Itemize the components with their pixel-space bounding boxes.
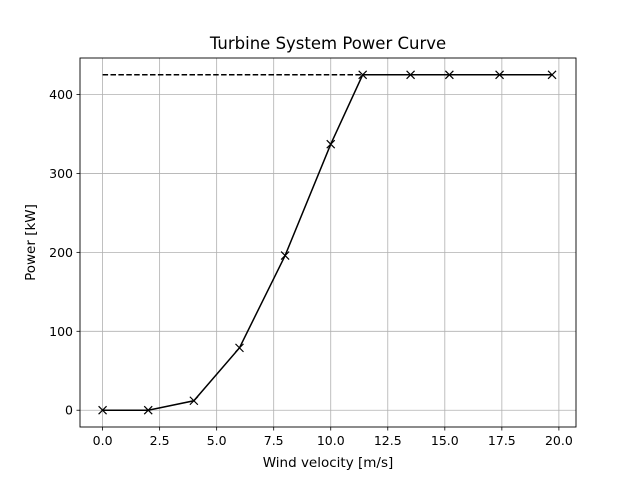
series-layer [98,70,557,415]
x-tick-label: 0.0 [93,433,113,448]
marker-stroke [547,70,557,80]
y-tick-label: 400 [49,87,73,102]
data-point-marker [235,343,244,353]
grid-lines [80,58,576,427]
data-point-marker [143,405,153,415]
y-tick-label: 200 [49,245,73,260]
marker-stroke [143,405,153,415]
marker-stroke [189,396,199,406]
y-tick-label: 0 [65,403,73,418]
plot-area-background [80,58,576,427]
data-point-marker [358,70,368,80]
y-tick-label: 300 [49,166,73,181]
x-axis-title: Wind velocity [m/s] [263,455,394,471]
marker-stroke [326,139,336,149]
x-tick-label: 20.0 [545,433,573,448]
marker-stroke [444,70,454,80]
data-point-marker [280,251,290,260]
marker-stroke [358,70,368,80]
marker-stroke [280,251,290,260]
x-tick-label: 7.5 [264,433,284,448]
x-tick-label: 12.5 [374,433,402,448]
marker-stroke [406,70,416,80]
x-tick-label: 2.5 [150,433,170,448]
plot-frame [79,57,577,428]
marker-stroke [98,405,108,415]
marker-stroke [235,343,244,353]
data-point-marker [189,396,199,406]
x-tick-label: 17.5 [488,433,516,448]
y-tick-label: 100 [49,324,73,339]
x-tick-label: 10.0 [317,433,345,448]
x-tick-label: 15.0 [431,433,459,448]
data-point-marker [444,70,454,80]
data-point-marker [98,405,108,415]
x-tick-label: 5.0 [207,433,227,448]
y-axis-title: Power [kW] [23,204,39,281]
data-point-marker [406,70,416,80]
data-point-marker [547,70,557,80]
axis-ticks: 0.0 2.5 5.0 7.5 10.0 12.5 15.0 17.5 20.0 0 100 200 3… [49,87,573,448]
chart-title: Turbine System Power Curve [209,34,446,53]
data-point-marker [326,139,336,149]
